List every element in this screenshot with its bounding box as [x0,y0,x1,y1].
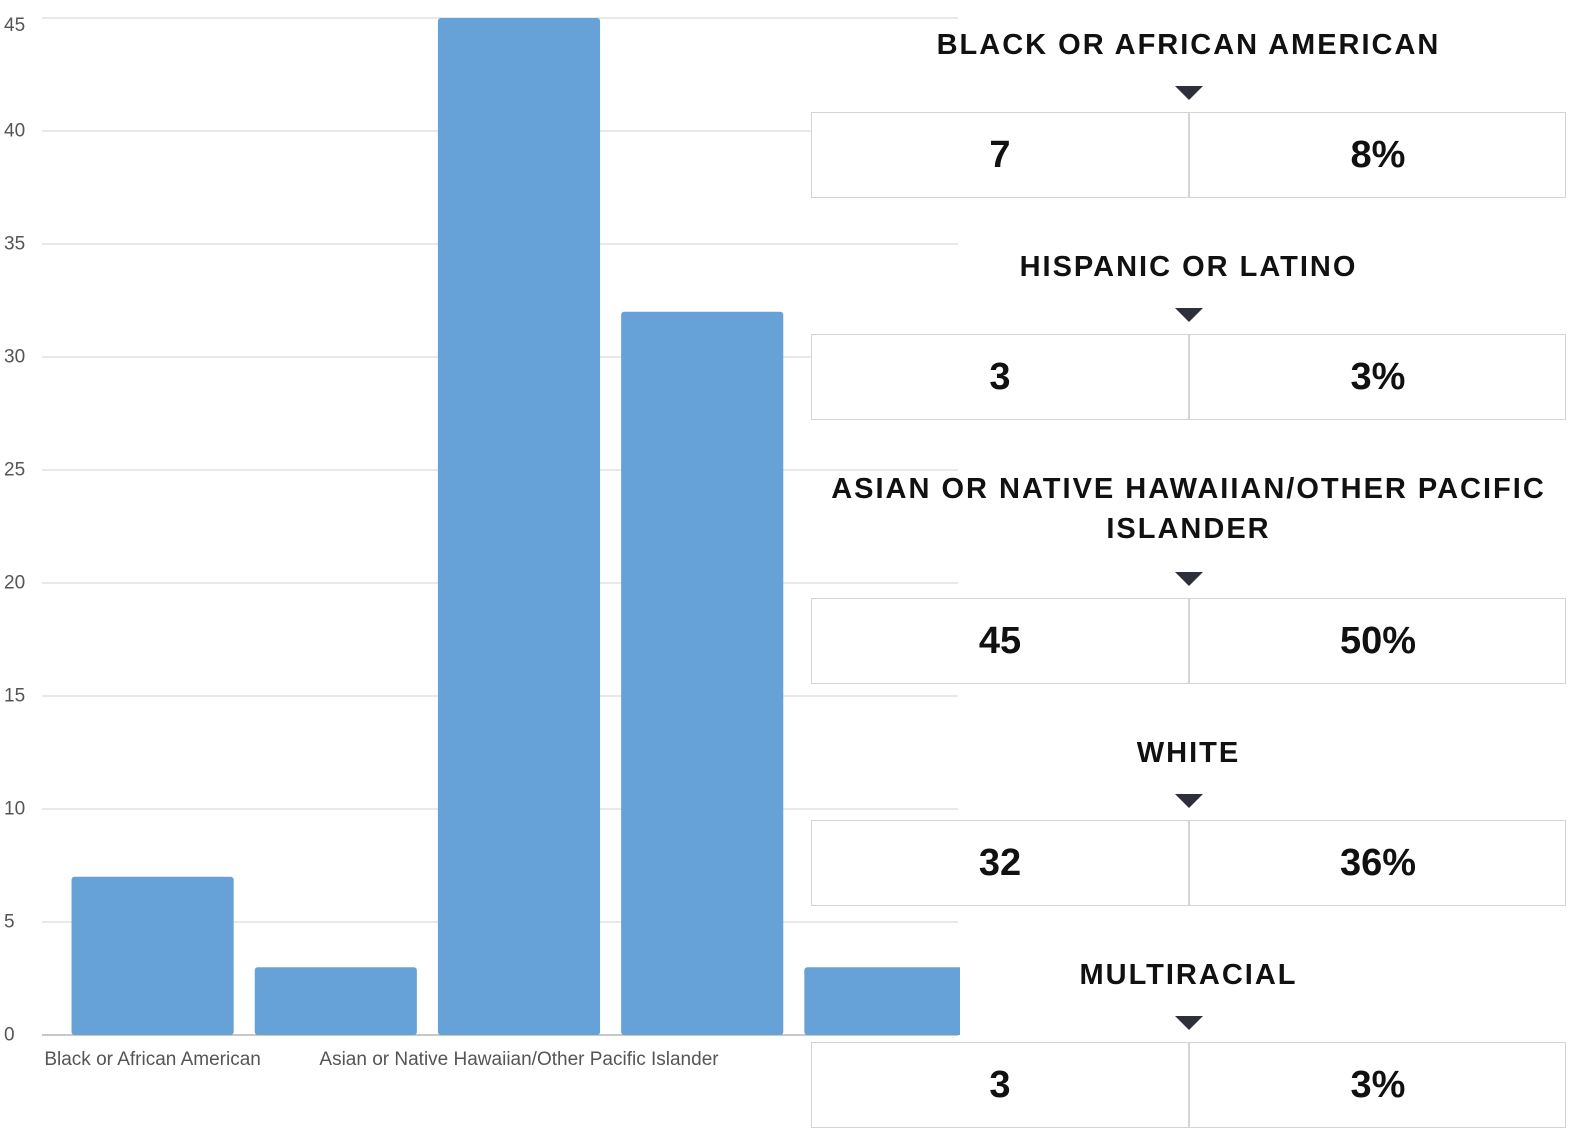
bar [254,967,417,1035]
bar [621,311,784,1035]
stat-percent: 8% [1350,134,1406,176]
bar [437,18,601,1035]
stat-title: WHITE [1136,737,1241,769]
stat-title: MULTIRACIAL [1079,959,1298,991]
bar [71,876,234,1035]
stat-count: 7 [989,134,1011,176]
y-axis: 0 5 10 15 20 25 30 35 40 45 [4,15,25,1046]
divider [1188,599,1190,683]
x-axis: Black or African American Asian or Native… [44,1049,928,1070]
caret-down-icon [1175,1016,1203,1030]
divider [1188,821,1190,905]
stat-box: 45 50% [811,598,1566,684]
stat-percent: 36% [1339,842,1417,884]
stat-count: 45 [978,620,1022,662]
y-tick-label: 45 [4,15,25,36]
stat-box: 3 3% [811,334,1566,420]
divider [1188,335,1190,419]
y-tick-label: 25 [4,460,25,481]
stat-box: 32 36% [811,820,1566,906]
caret-down-icon [1175,308,1203,322]
y-tick-label: 15 [4,686,25,707]
y-tick-label: 0 [4,1025,15,1046]
caret-down-icon [1175,572,1203,586]
divider [1188,113,1190,197]
caret-down-icon [1175,86,1203,100]
y-tick-label: 10 [4,799,25,820]
y-tick-label: 35 [4,234,25,255]
y-tick-label: 30 [4,347,25,368]
stat-box: 3 3% [811,1042,1566,1128]
stat-count: 32 [978,842,1022,884]
y-tick-label: 40 [4,121,25,142]
stat-count: 3 [989,356,1011,398]
caret-down-icon [1175,794,1203,808]
bars [71,18,960,1035]
x-category-label: Asian or Native Hawaiian/Other Pacific I… [319,1049,719,1070]
y-tick-label: 5 [4,912,15,933]
bar-chart: 0 5 10 15 20 25 30 35 40 45 Black or African Amer… [4,15,960,1070]
stat-title: ASIAN OR NATIVE HAWAIIAN/OTHER PACIFIC I… [831,473,1546,545]
stat-title: HISPANIC OR LATINO [1019,251,1358,283]
stat-percent: 3% [1350,1064,1406,1106]
stat-percent: 3% [1350,356,1406,398]
bar [804,967,960,1035]
stat-title: BLACK OR AFRICAN AMERICAN [936,29,1441,61]
stat-box: 7 8% [811,112,1566,198]
stats-panel: BLACK OR AFRICAN AMERICAN 7 8% HISPANIC … [811,0,1566,1140]
stat-count: 3 [989,1064,1011,1106]
divider [1188,1043,1190,1127]
x-category-label: Black or African American [44,1049,260,1070]
y-tick-label: 20 [4,573,25,594]
stat-percent: 50% [1339,620,1417,662]
